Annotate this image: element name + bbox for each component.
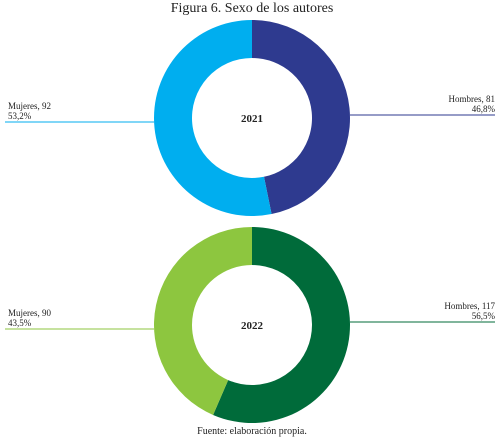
value-label: 53,2%: [8, 111, 32, 121]
value-label: 46,8%: [472, 104, 496, 114]
figure-title: Figura 6. Sexo de los autores: [171, 1, 334, 16]
segment-label: Hombres, 81: [449, 94, 496, 104]
source-note: Fuente: elaboración propia.: [197, 426, 307, 437]
donut-segment: [154, 20, 272, 216]
value-label: 43,5%: [8, 318, 32, 328]
segment-label: Hombres, 117: [444, 301, 495, 311]
segment-label: Mujeres, 92: [8, 101, 51, 111]
value-label: 56,5%: [472, 311, 496, 321]
center-label: 2021: [241, 113, 263, 125]
donut-segment: [154, 227, 252, 415]
segment-label: Mujeres, 90: [8, 308, 51, 318]
center-label: 2022: [241, 320, 264, 332]
donut-segment: [252, 20, 351, 215]
donut-segment: [213, 227, 350, 423]
